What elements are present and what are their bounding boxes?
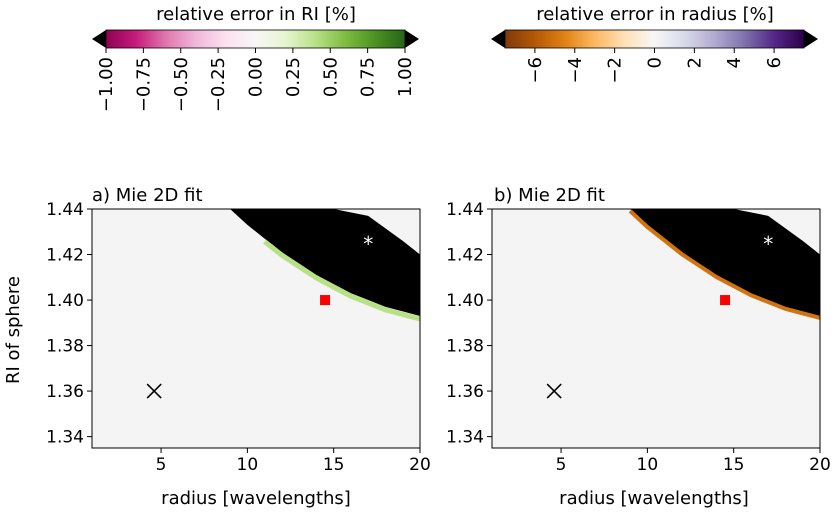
panel-b: b) Mie 2D fit radius [wavelengths] * 5 10 1…: [446, 185, 831, 509]
colorbar-ri: relative error in RI [%] −1.00 −0.75 −0.50…: [92, 4, 419, 112]
x-tick-label: 20: [809, 455, 831, 475]
y-tick-label: 1.42: [46, 246, 84, 266]
panel-a-ylabel: RI of sphere: [3, 276, 24, 384]
colorbar-extend-high: [804, 30, 818, 48]
heatmap-area: *: [92, 209, 420, 448]
y-tick-label: 1.36: [446, 382, 484, 402]
y-tick-label: 1.38: [46, 337, 84, 357]
colorbar-gradient: [504, 29, 805, 49]
colorbar-tick-label: 0.25: [283, 57, 304, 97]
heatmap-area: *: [492, 209, 820, 448]
colorbar-radius-label: relative error in radius [%]: [536, 4, 774, 25]
y-tick-label: 1.44: [446, 200, 484, 220]
x-tick-label: 5: [156, 455, 167, 475]
colorbar-tick-label: 0: [645, 57, 666, 68]
colorbar-extend-high: [405, 30, 419, 48]
y-tick-label: 1.38: [446, 337, 484, 357]
panel-a-xlabel: radius [wavelengths]: [161, 488, 351, 509]
failed-fit-region: [230, 209, 420, 316]
colorbar-tick-label: −2: [605, 57, 626, 84]
colorbar-tick-label: 0.00: [246, 57, 267, 97]
y-tick-label: 1.36: [46, 382, 84, 402]
marker-star: *: [363, 232, 373, 256]
y-tick-label: 1.40: [46, 291, 84, 311]
colorbar-tick-label: −6: [525, 57, 546, 84]
y-tick-label: 1.34: [46, 428, 84, 448]
marker-cross: [546, 383, 562, 399]
y-tick-label: 1.40: [446, 291, 484, 311]
colorbar-tick-label: −0.25: [208, 57, 229, 112]
failed-fit-region: [630, 209, 820, 316]
panel-b-xlabel: radius [wavelengths]: [559, 488, 749, 509]
colorbar-tick-label: −1.00: [96, 57, 117, 112]
x-tick-label: 20: [409, 455, 431, 475]
x-tick-label: 10: [237, 455, 259, 475]
colorbar-tick-label: 1.00: [395, 57, 416, 97]
colorbar-tick-label: 0.50: [320, 57, 341, 97]
boundary-error-band: [628, 209, 820, 320]
panel-a-title: a) Mie 2D fit: [92, 185, 203, 206]
colorbar-ri-label: relative error in RI [%]: [156, 4, 356, 25]
colorbar-extend-low: [491, 30, 505, 48]
marker-square: [720, 295, 731, 306]
x-tick-label: 5: [556, 455, 567, 475]
colorbar-extend-low: [92, 30, 106, 48]
y-tick-label: 1.42: [446, 246, 484, 266]
colorbar-tick-label: −0.75: [133, 57, 154, 112]
colorbar-gradient: [105, 29, 406, 49]
x-tick-label: 10: [637, 455, 659, 475]
marker-star: *: [763, 232, 773, 256]
y-tick-label: 1.44: [46, 200, 84, 220]
marker-cross: [146, 383, 162, 399]
colorbar-radius: relative error in radius [%] −6 −4 −2 0 2 4 6: [491, 4, 818, 84]
panel-b-title: b) Mie 2D fit: [494, 185, 605, 206]
colorbar-tick-label: −4: [565, 57, 586, 84]
colorbar-tick-label: 4: [724, 57, 745, 68]
colorbar-tick-label: 6: [764, 57, 785, 68]
marker-square: [320, 295, 331, 306]
axes-frame: [491, 208, 821, 449]
panel-a: a) Mie 2D fit radius [wavelengths] RI of…: [3, 185, 431, 509]
x-tick-label: 15: [323, 455, 345, 475]
boundary-error-band: [263, 239, 420, 322]
colorbar-tick-label: −0.50: [171, 57, 192, 112]
y-tick-label: 1.34: [446, 428, 484, 448]
colorbar-tick-label: 2: [684, 57, 705, 68]
colorbar-tick-label: 0.75: [358, 57, 379, 97]
axes-frame: [91, 208, 421, 449]
x-tick-label: 15: [723, 455, 745, 475]
